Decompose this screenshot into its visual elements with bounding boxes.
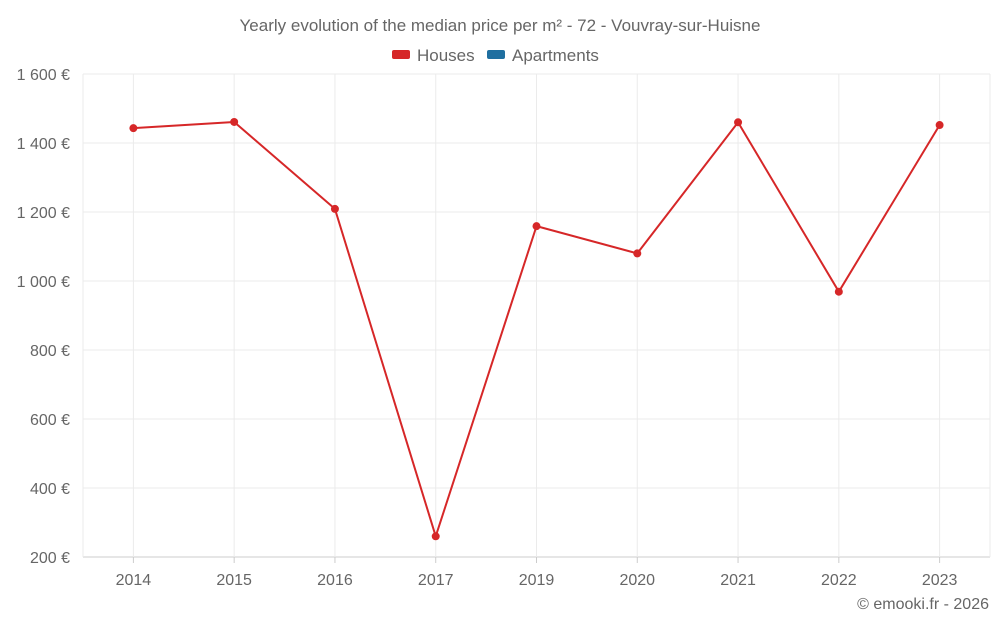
- x-tick-label: 2019: [519, 572, 555, 589]
- x-tick-label: 2014: [116, 572, 152, 589]
- x-tick-label: 2022: [821, 572, 857, 589]
- y-tick-label: 1 200 €: [17, 205, 70, 222]
- data-point-houses[interactable]: [330, 204, 339, 213]
- legend-item-houses[interactable]: Houses: [392, 46, 475, 65]
- data-point-houses[interactable]: [129, 124, 138, 133]
- data-point-houses[interactable]: [431, 532, 440, 541]
- y-tick-label: 1 000 €: [17, 274, 70, 291]
- legend-label-apartments: Apartments: [512, 46, 599, 65]
- y-tick-label: 1 600 €: [17, 67, 70, 84]
- x-tick-label: 2016: [317, 572, 353, 589]
- data-point-houses[interactable]: [230, 117, 239, 126]
- y-tick-label: 600 €: [30, 412, 70, 429]
- x-gridlines: [82, 74, 991, 557]
- x-tick-label: 2020: [619, 572, 655, 589]
- legend: Houses Apartments: [392, 46, 599, 65]
- y-tick-label: 200 €: [30, 550, 70, 567]
- data-point-houses[interactable]: [935, 121, 944, 130]
- data-point-houses[interactable]: [532, 222, 541, 231]
- series-houses: [129, 117, 944, 541]
- x-tick-label: 2021: [720, 572, 756, 589]
- legend-item-apartments[interactable]: Apartments: [487, 46, 599, 65]
- x-axis: 2014 2015 2016 2017 2019 2020 2021 2022 2023: [116, 557, 958, 589]
- data-point-houses[interactable]: [633, 249, 642, 258]
- credit-text: © emooki.fr - 2026: [857, 596, 989, 613]
- x-tick-label: 2023: [922, 572, 958, 589]
- y-tick-label: 400 €: [30, 481, 70, 498]
- x-tick-label: 2017: [418, 572, 454, 589]
- data-point-houses[interactable]: [734, 118, 743, 127]
- y-tick-label: 1 400 €: [17, 136, 70, 153]
- data-point-houses[interactable]: [834, 287, 843, 296]
- y-axis: 200 € 400 € 600 € 800 € 1 000 € 1 200 € 1 400 …: [17, 67, 70, 567]
- legend-swatch-apartments: [487, 50, 505, 59]
- y-tick-label: 800 €: [30, 343, 70, 360]
- chart-title: Yearly evolution of the median price per…: [240, 16, 761, 35]
- legend-label-houses: Houses: [417, 46, 475, 65]
- legend-swatch-houses: [392, 50, 410, 59]
- x-tick-label: 2015: [216, 572, 252, 589]
